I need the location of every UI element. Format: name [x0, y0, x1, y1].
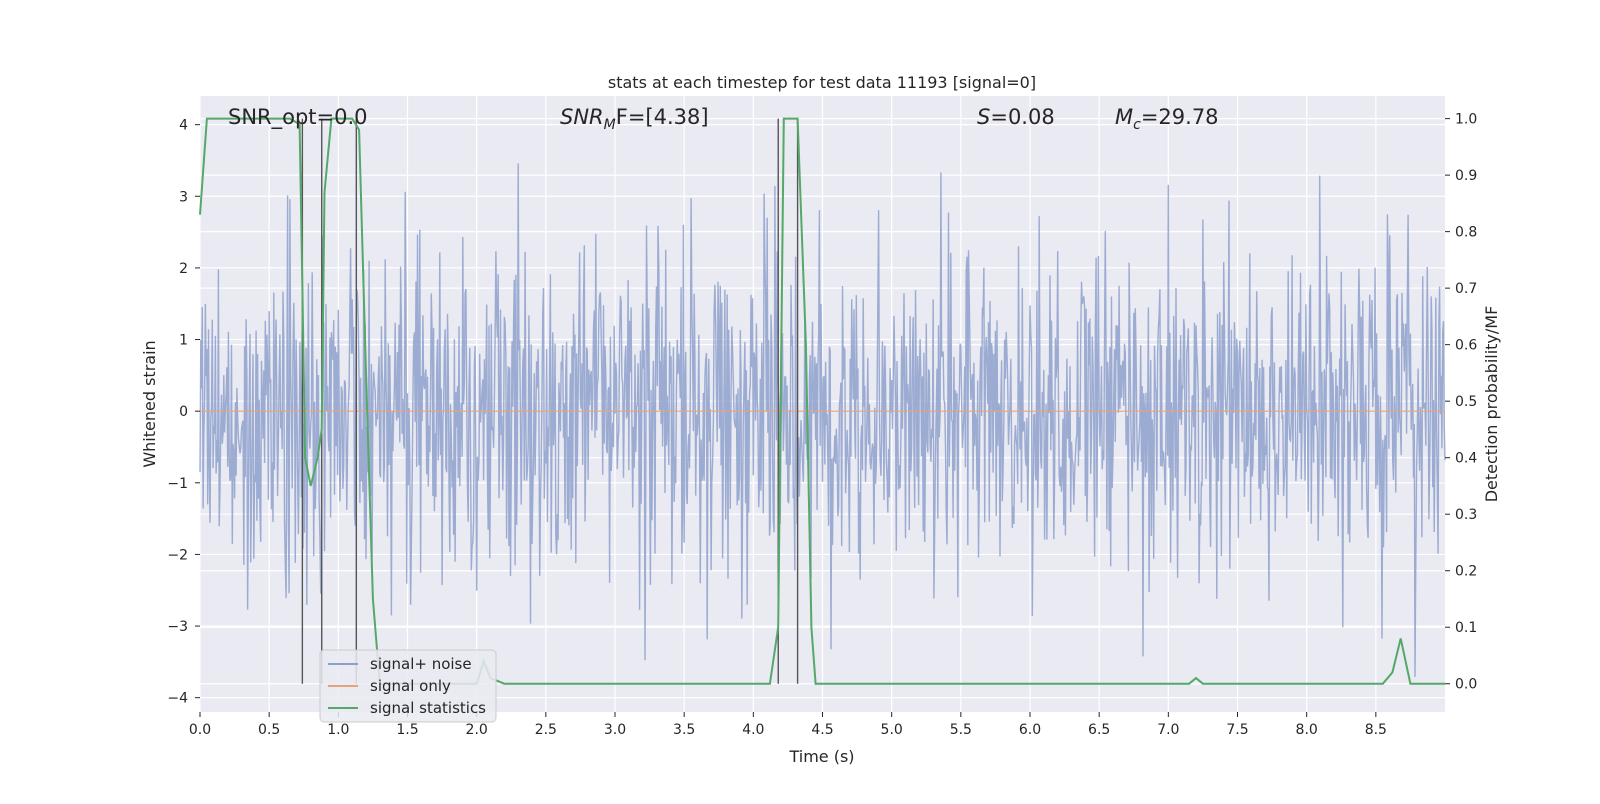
y-left-axis-ticks: 4 3 2 1 0 −1 −2 −3 −4: [167, 118, 200, 707]
y-left-tick-label-4: 0: [179, 404, 188, 420]
series-signal-noise: [199, 163, 1446, 678]
y-right-tick-label-3: 0.7: [1455, 281, 1477, 297]
y-left-axis-label: Whitened strain: [140, 340, 159, 467]
y-left-tick-label-2: 2: [179, 261, 188, 277]
x-tick-label-8: 4.0: [742, 722, 764, 738]
x-axis-label: Time (s): [788, 747, 854, 766]
x-tick-label-9: 4.5: [811, 722, 833, 738]
legend-label-signal-statistics: signal statistics: [370, 699, 486, 717]
x-tick-label-5: 2.5: [535, 722, 557, 738]
annotation-mc: Mc=29.78: [1115, 105, 1219, 133]
y-left-tick-label-6: −2: [167, 547, 188, 563]
y-left-tick-label-8: −4: [167, 691, 188, 707]
legend-label-signal-only: signal only: [370, 677, 451, 695]
y-right-tick-label-0: 1.0: [1455, 112, 1477, 128]
annotation-s-rest: =0.08: [990, 105, 1054, 129]
annotation-snr-mf-main: SNR: [560, 105, 604, 129]
y-right-tick-label-8: 0.2: [1455, 564, 1477, 580]
y-right-axis-label: Detection probability/MF: [1482, 306, 1501, 503]
annotation-snr-mf-sub: M: [604, 117, 616, 133]
y-left-tick-label-5: −1: [167, 476, 188, 492]
y-left-tick-label-3: 1: [179, 333, 188, 349]
y-right-tick-label-7: 0.3: [1455, 507, 1477, 523]
x-tick-label-12: 6.0: [1019, 722, 1041, 738]
series-signal-statistics: [199, 117, 1445, 685]
annotation-snr-opt: SNR_opt=0.0: [228, 105, 368, 130]
annotation-snr-mf-rest: F=[4.38]: [616, 105, 709, 129]
y-right-tick-label-5: 0.5: [1455, 394, 1477, 410]
x-tick-label-17: 8.5: [1365, 722, 1387, 738]
x-tick-label-6: 3.0: [604, 722, 626, 738]
y-left-tick-label-0: 4: [179, 118, 188, 134]
annotation-mc-main: M: [1115, 105, 1133, 129]
vertical-markers: [199, 117, 1445, 685]
x-tick-label-0: 0.0: [189, 722, 211, 738]
legend-box: [319, 649, 497, 723]
annotation-s: S=0.08: [977, 105, 1055, 129]
y-left-tick-label-7: −3: [167, 619, 188, 635]
y-right-tick-label-10: 0.0: [1455, 677, 1477, 693]
y-right-tick-label-4: 0.6: [1455, 338, 1477, 354]
annotation-mc-rest: =29.78: [1141, 105, 1219, 129]
x-tick-label-14: 7.0: [1157, 722, 1179, 738]
x-tick-label-3: 1.5: [396, 722, 418, 738]
y-right-tick-label-1: 0.9: [1455, 168, 1477, 184]
y-right-tick-label-6: 0.4: [1455, 451, 1477, 467]
x-tick-label-16: 8.0: [1296, 722, 1318, 738]
x-tick-label-4: 2.0: [466, 722, 488, 738]
y-right-axis-ticks: 1.0 0.9 0.8 0.7 0.6 0.5 0.4 0.3 0.2 0.1 0.0: [1445, 112, 1477, 693]
legend-label-signal-noise: signal+ noise: [370, 655, 472, 673]
x-tick-label-2: 1.0: [327, 722, 349, 738]
x-tick-label-13: 6.5: [1088, 722, 1110, 738]
x-tick-label-15: 7.5: [1226, 722, 1248, 738]
legend: signal+ noise signal only signal statist…: [319, 649, 497, 723]
x-tick-label-11: 5.5: [950, 722, 972, 738]
x-axis-ticks: 0.0 0.5 1.0 1.5 2.0 2.5 3.0 3.5 4.0 4.5 5.0 5.5 6.0 6…: [189, 712, 1387, 738]
plot-content: [199, 163, 1446, 678]
y-right-tick-label-9: 0.1: [1455, 620, 1477, 636]
x-tick-label-1: 0.5: [258, 722, 280, 738]
annotation-mc-sub: c: [1133, 117, 1141, 133]
annotation-s-main: S: [977, 105, 990, 129]
annotation-snr-mf: SNRMF=[4.38]: [560, 105, 709, 133]
y-right-tick-label-2: 0.8: [1455, 225, 1477, 241]
chart-title: stats at each timestep for test data 111…: [608, 73, 1036, 92]
y-left-tick-label-1: 3: [179, 189, 188, 205]
x-tick-label-10: 5.0: [881, 722, 903, 738]
x-tick-label-7: 3.5: [673, 722, 695, 738]
